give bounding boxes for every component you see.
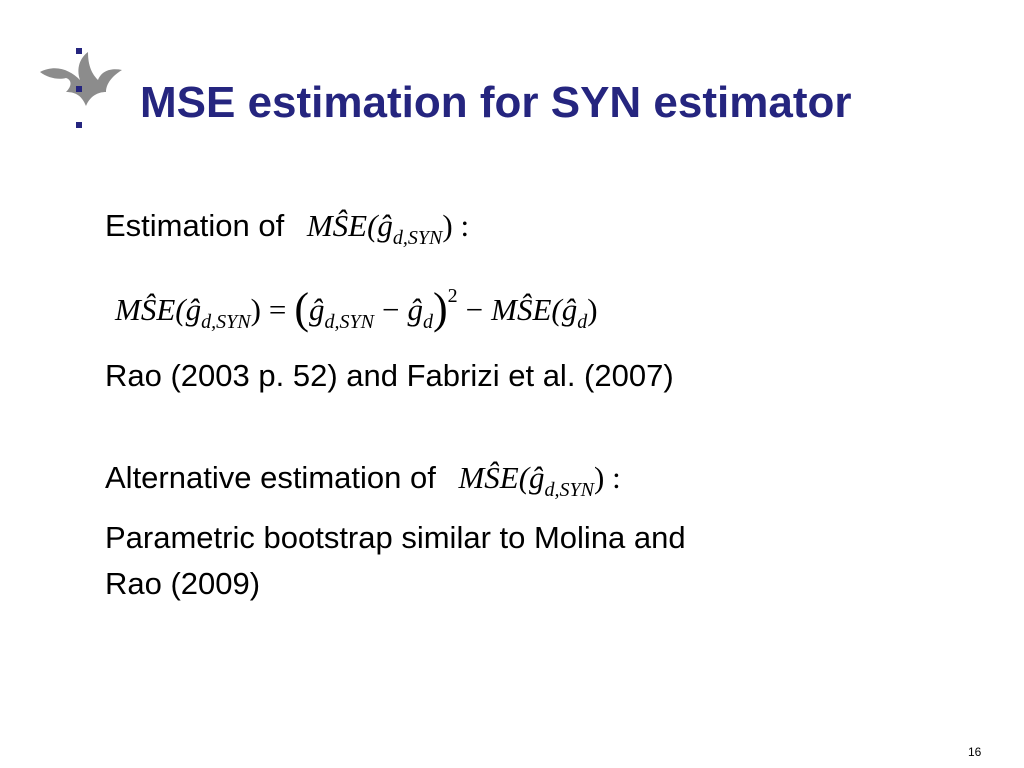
math: MŜE(	[491, 292, 562, 327]
math: MŜE(	[458, 460, 530, 495]
formula: MŜE(ĝd,SYN) :	[458, 460, 621, 501]
formula: MŜE(ĝd,SYN) :	[306, 208, 470, 249]
logo-flame	[40, 52, 122, 106]
main-formula: MŜE(ĝd,SYN) = (ĝd,SYN − ĝd)2− MŜE(ĝd)	[115, 280, 598, 333]
text: Estimation of	[105, 208, 285, 243]
logo	[40, 48, 122, 128]
text: Alternative estimation of	[105, 460, 436, 495]
math: ĝ	[529, 460, 545, 495]
math-paren: (	[294, 284, 310, 333]
math-sup: 2	[447, 285, 458, 307]
math: ĝ	[407, 292, 423, 327]
math-paren: )	[432, 284, 448, 333]
logo-dot	[76, 86, 82, 92]
math-sub: d,SYN	[324, 311, 374, 333]
math: )	[250, 292, 261, 327]
text-line: Rao (2009)	[105, 566, 261, 601]
math: )	[587, 292, 598, 327]
math: MŜE(	[115, 292, 186, 327]
math: ĝ	[185, 292, 202, 327]
math: ĝ	[561, 292, 578, 327]
page-number: 16	[968, 745, 982, 759]
math-op: =	[268, 292, 287, 327]
text-line: Estimation of MŜE(ĝd,SYN) :	[105, 208, 470, 249]
math-sub: d,SYN	[201, 311, 251, 333]
logo-dot	[76, 48, 82, 54]
math-sub: d	[422, 311, 433, 333]
math: ) :	[442, 208, 470, 243]
slide-title: MSE estimation for SYN estimator	[140, 78, 852, 127]
math: ĝ	[309, 292, 325, 327]
math-sub: d,SYN	[544, 479, 595, 501]
text-line: Parametric bootstrap similar to Molina a…	[105, 520, 686, 555]
math: MŜE(	[306, 208, 378, 243]
math-op: −	[382, 292, 400, 327]
math-sub: d	[577, 311, 588, 333]
math: ĝ	[377, 208, 393, 243]
math-sub: d,SYN	[392, 227, 443, 249]
logo-dot	[76, 122, 82, 128]
math-op: −	[465, 292, 484, 327]
text-line: Alternative estimation of MŜE(ĝd,SYN) :	[105, 460, 621, 501]
text-line: Rao (2003 p. 52) and Fabrizi et al. (200…	[105, 358, 674, 393]
math: ) :	[594, 460, 621, 495]
